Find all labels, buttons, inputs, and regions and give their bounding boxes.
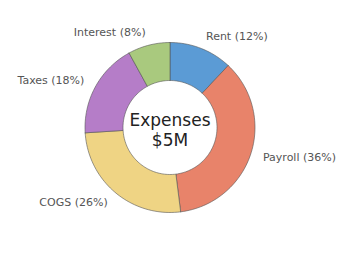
svg-text:Expenses: Expenses bbox=[130, 110, 211, 130]
svg-text:Interest (8%): Interest (8%) bbox=[74, 26, 146, 39]
svg-text:Rent (12%): Rent (12%) bbox=[206, 30, 268, 43]
svg-text:Taxes (18%): Taxes (18%) bbox=[16, 74, 84, 87]
svg-text:Payroll (36%): Payroll (36%) bbox=[263, 151, 336, 164]
svg-text:$5M: $5M bbox=[152, 130, 188, 150]
svg-text:COGS (26%): COGS (26%) bbox=[39, 196, 107, 209]
